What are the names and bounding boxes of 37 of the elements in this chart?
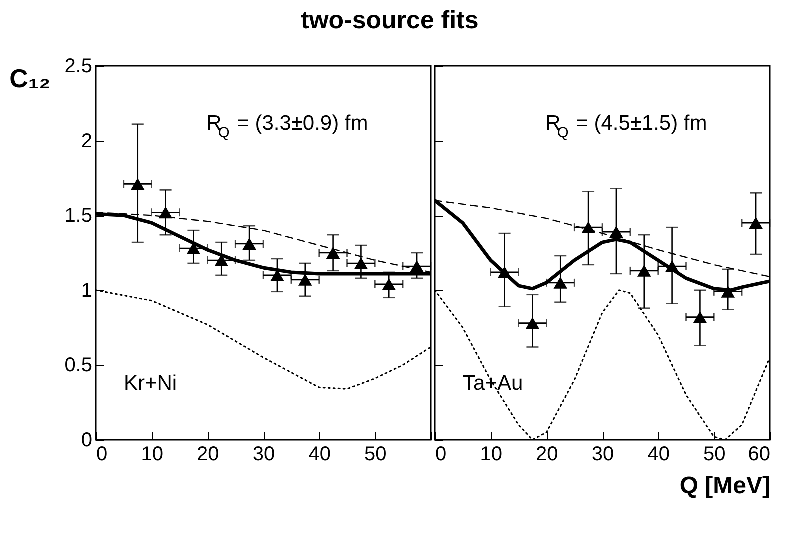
y-tick-label: 1.5 <box>64 205 92 228</box>
point <box>298 274 312 286</box>
y-tick-label: 0 <box>81 430 92 452</box>
point <box>214 254 229 266</box>
x-tick-label: 40 <box>648 444 670 466</box>
y-tick-label: 1 <box>81 280 92 302</box>
point <box>749 217 763 230</box>
x-tick-label: 0 <box>96 444 108 466</box>
x-tick-label: 20 <box>536 444 558 466</box>
point <box>526 317 540 330</box>
point <box>186 242 201 254</box>
x-tick-label: 30 <box>252 444 276 466</box>
point <box>242 238 256 250</box>
point <box>554 276 568 289</box>
x-tick-label: 10 <box>141 444 164 466</box>
annotation: Kr+Ni <box>124 372 178 395</box>
point <box>354 258 368 270</box>
point <box>130 178 145 190</box>
x-tick-label: 40 <box>308 444 331 466</box>
annotation: Ta+Au <box>463 372 524 395</box>
point <box>693 311 708 324</box>
point <box>637 264 652 277</box>
y-tick-label: 2 <box>81 130 92 152</box>
y-tick-label: 2.5 <box>64 56 92 78</box>
point <box>326 247 340 259</box>
x-tick-label: 30 <box>592 444 614 466</box>
x-tick-label: 0 <box>436 444 447 466</box>
x-tick-label: 50 <box>364 444 387 466</box>
x-axis-title: Q [MeV] <box>680 472 770 500</box>
point <box>382 278 396 290</box>
y-tick-label: 0.5 <box>64 354 92 377</box>
x-tick-label: 60 <box>748 444 770 466</box>
x-tick-label: 10 <box>480 444 502 466</box>
y-axis-title: C₁₂ <box>10 64 51 94</box>
x-tick-label: 50 <box>704 444 726 466</box>
x-tick-label: 20 <box>197 444 220 466</box>
chart-title: two-source fits <box>300 6 479 34</box>
